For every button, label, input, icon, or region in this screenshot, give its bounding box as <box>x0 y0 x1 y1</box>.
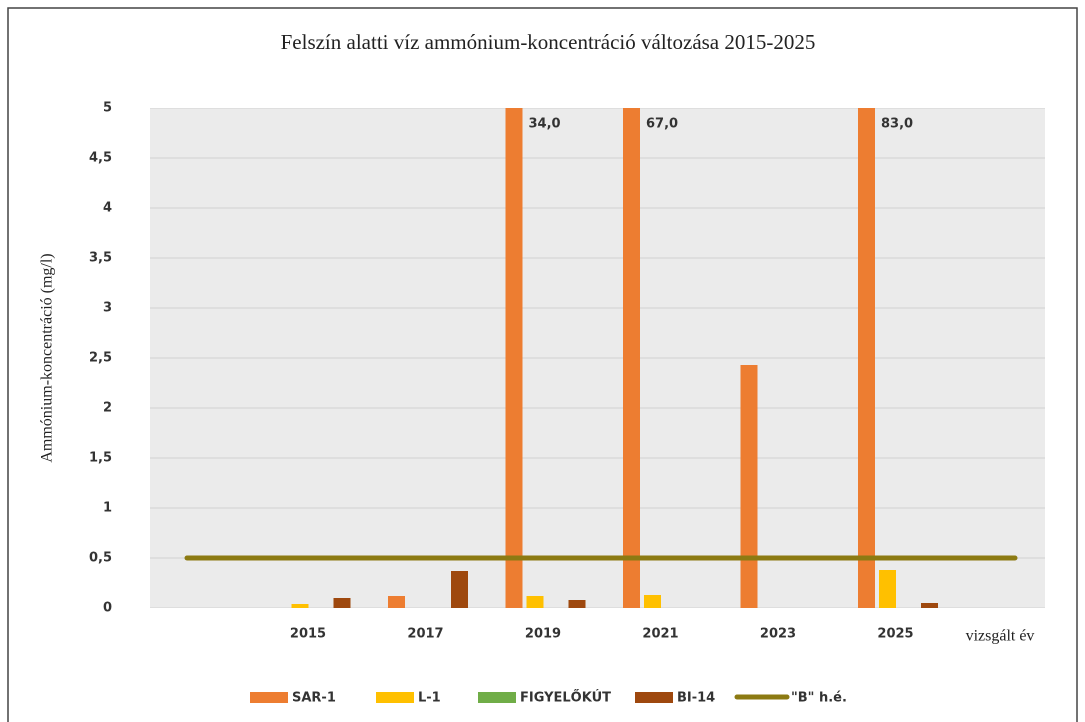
y-tick-label: 0 <box>103 601 112 616</box>
x-tick-label: 2023 <box>760 627 796 642</box>
y-tick-label: 1,5 <box>89 451 112 466</box>
data-label: 67,0 <box>646 117 678 132</box>
x-axis-title: vizsgált év <box>966 628 1035 645</box>
legend-swatch <box>250 692 288 703</box>
legend-label: FIGYELŐKÚT <box>520 690 611 706</box>
y-tick-label: 2,5 <box>89 351 112 366</box>
bar <box>921 603 938 608</box>
legend-label: L-1 <box>418 691 441 706</box>
bar <box>858 108 875 608</box>
y-tick-label: 4,5 <box>89 151 112 166</box>
bar <box>740 365 758 608</box>
x-tick-label: 2017 <box>407 627 443 642</box>
y-tick-label: 3,5 <box>89 251 112 266</box>
bar <box>333 598 351 608</box>
x-tick-label: 2021 <box>642 627 678 642</box>
bar <box>451 571 468 608</box>
bar <box>526 596 544 608</box>
y-tick-label: 4 <box>103 201 112 216</box>
x-tick-label: 2019 <box>525 627 561 642</box>
legend-label: BI-14 <box>677 691 715 706</box>
bar <box>644 595 661 608</box>
legend-swatch <box>478 692 516 703</box>
data-label: 34,0 <box>529 117 561 132</box>
legend-label: SAR-1 <box>292 691 336 706</box>
bar <box>879 570 896 608</box>
legend-label: "B" h.é. <box>791 691 847 706</box>
bars <box>150 108 1045 608</box>
bar <box>623 108 640 608</box>
x-tick-label: 2015 <box>290 627 326 642</box>
y-tick-label: 2 <box>103 401 112 416</box>
y-axis-title: Ammónium-koncentráció (mg/l) <box>39 253 56 462</box>
y-tick-label: 3 <box>103 301 112 316</box>
bar <box>568 600 586 608</box>
bar <box>388 596 405 608</box>
y-tick-label: 1 <box>103 501 112 516</box>
bar <box>505 108 523 608</box>
legend-swatch <box>635 692 673 703</box>
x-tick-label: 2025 <box>877 627 913 642</box>
data-label: 83,0 <box>881 117 913 132</box>
y-tick-label: 5 <box>103 101 112 116</box>
legend-swatch <box>376 692 414 703</box>
y-tick-label: 0,5 <box>89 551 112 566</box>
chart-title: Felszín alatti víz ammónium-koncentráció… <box>281 30 816 54</box>
bar <box>291 604 309 608</box>
